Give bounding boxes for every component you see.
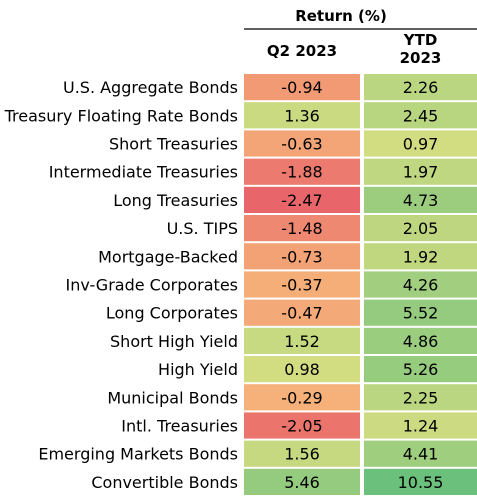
column-header-2: 2023 <box>400 49 442 67</box>
heat-cell <box>364 102 477 129</box>
heat-cell <box>364 215 477 242</box>
heat-cell <box>244 271 360 298</box>
column-header-2: YTD <box>403 31 438 49</box>
heat-cell <box>244 186 360 213</box>
cell-value: -0.73 <box>281 247 322 266</box>
cell-value: 1.36 <box>284 106 320 125</box>
cell-value: -0.63 <box>281 135 322 154</box>
row-label: Municipal Bonds <box>107 388 238 407</box>
cell-value: 4.86 <box>403 332 439 351</box>
row-label: Long Corporates <box>106 304 238 323</box>
heat-cell <box>364 158 477 185</box>
cell-value: 4.73 <box>403 191 439 210</box>
heat-cell <box>244 440 360 467</box>
heat-cell <box>244 102 360 129</box>
heat-cell <box>244 130 360 157</box>
cell-value: 2.25 <box>403 388 439 407</box>
cell-value: 1.24 <box>403 417 439 436</box>
heat-cell <box>364 299 477 326</box>
cell-value: 2.26 <box>403 78 439 97</box>
chart-title: Return (%) <box>295 7 387 25</box>
heat-cell <box>364 74 477 101</box>
heat-cell <box>364 412 477 439</box>
heat-cell <box>364 356 477 383</box>
row-label: Intl. Treasuries <box>121 417 238 436</box>
cell-value: 1.97 <box>403 163 439 182</box>
heat-cell <box>364 243 477 270</box>
cell-value: 4.41 <box>403 445 439 464</box>
heat-cell <box>364 327 477 354</box>
cell-value: -1.48 <box>281 219 322 238</box>
heat-cell <box>244 356 360 383</box>
cell-value: -0.29 <box>281 388 322 407</box>
row-label: Emerging Markets Bonds <box>38 445 238 464</box>
row-label: Long Treasuries <box>113 191 238 210</box>
cell-value: 1.56 <box>284 445 320 464</box>
cell-value: -0.37 <box>281 276 322 295</box>
heat-cell <box>364 271 477 298</box>
row-label: Intermediate Treasuries <box>49 163 238 182</box>
row-label: U.S. Aggregate Bonds <box>63 78 238 97</box>
row-label: Convertible Bonds <box>91 473 238 492</box>
cell-value: 2.45 <box>403 106 439 125</box>
row-label: U.S. TIPS <box>167 219 238 238</box>
cell-value: 4.26 <box>403 276 439 295</box>
row-label: High Yield <box>158 360 238 379</box>
cell-value: -1.88 <box>281 163 322 182</box>
row-label: Inv-Grade Corporates <box>66 276 238 295</box>
cell-value: 5.52 <box>403 304 439 323</box>
heat-cell <box>244 243 360 270</box>
heat-cell <box>244 74 360 101</box>
heat-cell <box>364 186 477 213</box>
cell-value: -2.05 <box>281 417 322 436</box>
row-label: Short High Yield <box>110 332 238 351</box>
cell-value: 0.98 <box>284 360 320 379</box>
heat-cell <box>244 215 360 242</box>
column-header-1: Q2 2023 <box>267 42 337 60</box>
cell-value: -2.47 <box>281 191 322 210</box>
heat-cell <box>244 412 360 439</box>
heat-cell <box>364 440 477 467</box>
heat-cell <box>244 327 360 354</box>
heat-cell <box>244 158 360 185</box>
cell-value: 10.55 <box>398 473 444 492</box>
row-label: Treasury Floating Rate Bonds <box>4 106 238 125</box>
heat-cell <box>364 468 477 495</box>
row-label: Mortgage-Backed <box>98 247 238 266</box>
heat-cell <box>244 384 360 411</box>
cell-value: 2.05 <box>403 219 439 238</box>
cell-value: 5.46 <box>284 473 320 492</box>
cell-value: -0.47 <box>281 304 322 323</box>
cell-value: 1.92 <box>403 247 439 266</box>
row-label: Short Treasuries <box>109 135 238 154</box>
cell-value: 0.97 <box>403 135 439 154</box>
heat-cell <box>364 130 477 157</box>
heat-cell <box>244 299 360 326</box>
heat-cell <box>364 384 477 411</box>
cell-value: 5.26 <box>403 360 439 379</box>
cell-value: -0.94 <box>281 78 322 97</box>
cell-value: 1.52 <box>284 332 320 351</box>
heat-cell <box>244 468 360 495</box>
